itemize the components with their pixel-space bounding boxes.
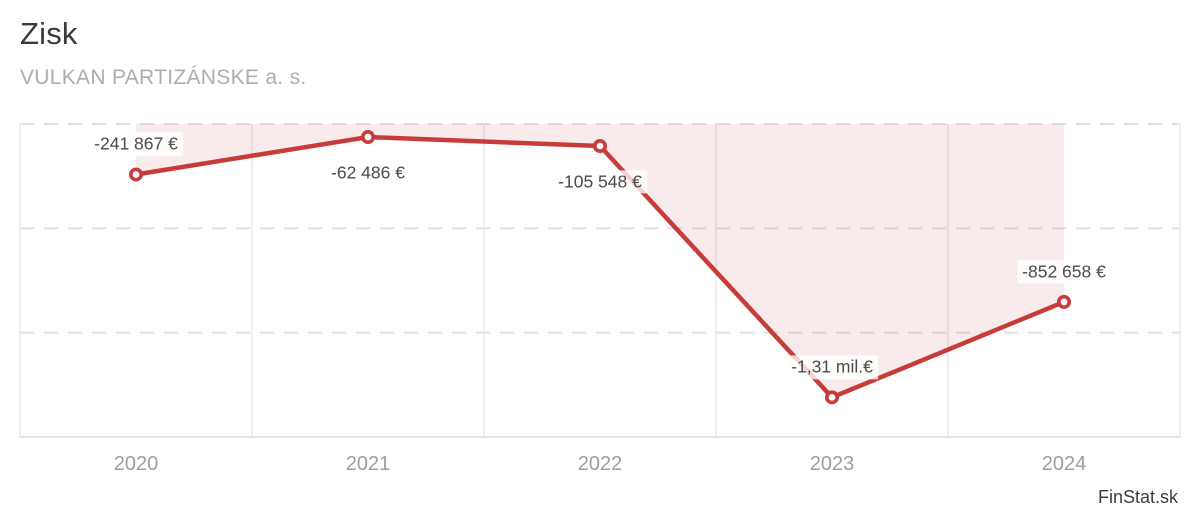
plot-area: -241 867 € -62 486 € -105 548 € -1,31 mil.€…	[19, 123, 1181, 438]
data-point-2020[interactable]	[129, 167, 144, 182]
x-axis-label-2022: 2022	[577, 453, 623, 475]
profit-line-chart-svg	[19, 123, 1181, 438]
page-title: Zisk	[20, 16, 78, 51]
chart-subtitle: VULKAN PARTIZÁNSKE a. s.	[20, 66, 307, 89]
area-fill	[136, 124, 1064, 398]
data-point-2021[interactable]	[360, 130, 375, 145]
x-axis-label-2023: 2023	[809, 453, 855, 475]
x-axis-label-2024: 2024	[1041, 453, 1087, 475]
data-point-2024[interactable]	[1057, 294, 1072, 309]
x-axis-label-2020: 2020	[113, 453, 159, 475]
data-point-2023[interactable]	[824, 390, 839, 405]
point-label-2023: -1,31 mil.€	[786, 355, 878, 379]
point-label-2024: -852 658 €	[1017, 260, 1111, 284]
gridlines	[19, 123, 1181, 438]
point-label-2021: -62 486 €	[326, 161, 410, 185]
data-point-2022[interactable]	[592, 139, 607, 154]
point-label-2020: -241 867 €	[89, 132, 183, 157]
x-axis-label-2021: 2021	[345, 453, 391, 475]
data-point-markers	[129, 130, 1072, 405]
point-label-2022: -105 548 €	[553, 170, 647, 194]
finstat-watermark: FinStat.sk	[1097, 487, 1178, 507]
